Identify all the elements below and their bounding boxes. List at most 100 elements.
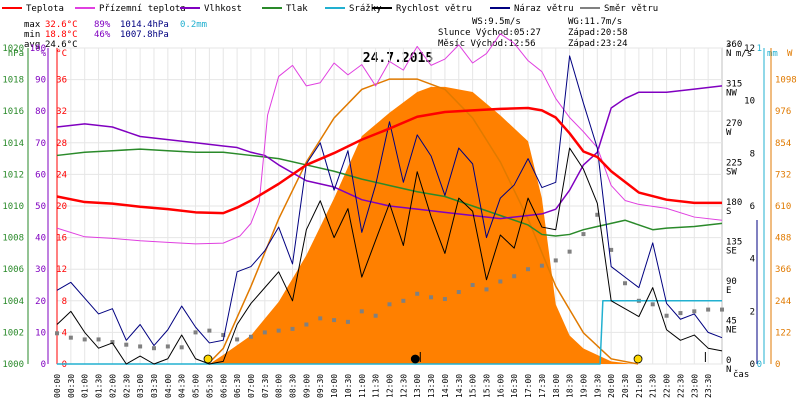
stats-max-rain: 0.2mm bbox=[180, 20, 207, 30]
x-tick-label: 17:00 bbox=[524, 374, 533, 398]
wind-direction-point bbox=[442, 297, 447, 302]
dir-tick-degree: 135 bbox=[726, 238, 742, 248]
stats-max-press: 1014.4hPa bbox=[120, 20, 169, 30]
wind-direction-point bbox=[207, 328, 212, 333]
ms-tick-label: 8 bbox=[750, 149, 755, 159]
stats-min-label: min bbox=[24, 30, 40, 40]
wind-direction-point bbox=[290, 326, 295, 331]
pct-tick-label: 40 bbox=[35, 234, 46, 244]
dir-tick-degree: 360 bbox=[726, 40, 742, 50]
hpa-tick-label: 1014 bbox=[2, 139, 24, 149]
x-tick-label: 17:30 bbox=[538, 374, 547, 398]
wind-direction-point bbox=[720, 307, 724, 312]
dir-tick-compass: SW bbox=[726, 168, 737, 178]
x-axis-label: čas bbox=[733, 369, 749, 380]
wind-direction-point bbox=[470, 283, 475, 287]
x-tick-label: 06:30 bbox=[233, 374, 242, 398]
temp-tick-label: 20 bbox=[56, 202, 67, 212]
pct-tick-label: 20 bbox=[35, 297, 46, 307]
pct-tick-label: 90 bbox=[35, 76, 46, 86]
pct-axis-label: % bbox=[41, 49, 47, 59]
dir-tick-degree: 90 bbox=[726, 277, 737, 287]
wind-direction-point bbox=[429, 295, 434, 300]
x-tick-label: 00:00 bbox=[53, 374, 62, 398]
w-tick-label: 610 bbox=[775, 202, 791, 212]
temp-tick-label: 0 bbox=[62, 360, 67, 370]
temp-tick-label: 12 bbox=[56, 265, 67, 275]
sun-set: Západ:20:58 bbox=[568, 28, 628, 38]
x-tick-label: 18:30 bbox=[566, 374, 575, 398]
stats-min-hum: 46% bbox=[94, 30, 111, 40]
ms-tick-label: 0 bbox=[750, 360, 755, 370]
stats-max-hum: 89% bbox=[94, 20, 111, 30]
temp-tick-label: 28 bbox=[56, 139, 67, 149]
legend-label: Náraz větru bbox=[514, 4, 574, 14]
chart-title: 24.7.2015 bbox=[363, 51, 433, 66]
wind-direction-point bbox=[151, 346, 156, 351]
wind-direction-point bbox=[456, 290, 461, 295]
x-tick-label: 01:30 bbox=[95, 374, 104, 398]
pct-tick-label: 50 bbox=[35, 202, 46, 212]
legend-label: Vlhkost bbox=[204, 4, 242, 14]
wind-direction-point bbox=[484, 287, 489, 292]
dir-tick-compass: W bbox=[726, 128, 732, 138]
stats-min-temp: 18.8°C bbox=[45, 30, 78, 40]
wind-direction-point bbox=[401, 298, 406, 303]
x-tick-label: 02:00 bbox=[108, 374, 117, 398]
x-tick-label: 23:30 bbox=[704, 374, 713, 398]
w-tick-label: 732 bbox=[775, 170, 791, 180]
hpa-tick-label: 1004 bbox=[2, 297, 24, 307]
pct-tick-label: 70 bbox=[35, 139, 46, 149]
wind-direction-point bbox=[498, 279, 503, 284]
x-tick-label: 07:30 bbox=[261, 374, 270, 398]
wind-direction-point bbox=[567, 249, 572, 254]
w-tick-label: 1098 bbox=[775, 76, 797, 86]
dir-tick-compass: N bbox=[726, 49, 731, 59]
w-tick-label: 976 bbox=[775, 107, 791, 117]
wind-direction-point bbox=[373, 313, 378, 318]
stats-max-label: max bbox=[24, 20, 41, 30]
x-tick-label: 09:00 bbox=[302, 374, 311, 398]
stats-max-temp: 32.6°C bbox=[45, 20, 78, 30]
x-tick-label: 03:30 bbox=[150, 374, 159, 398]
x-tick-label: 05:30 bbox=[205, 374, 214, 398]
legend-label: Teplota bbox=[26, 4, 64, 14]
wind-direction-point bbox=[706, 307, 711, 312]
temp-tick-label: 24 bbox=[56, 170, 67, 180]
legend: Teplota Přízemní teplota Vlhkost Tlak Srážky… bbox=[2, 4, 658, 14]
dir-tick-compass: S bbox=[726, 207, 731, 217]
series-wind-speed bbox=[56, 147, 723, 365]
wind-direction-point bbox=[664, 313, 669, 318]
x-tick-label: 01:00 bbox=[81, 374, 90, 398]
hpa-tick-label: 1006 bbox=[2, 265, 24, 275]
x-tick-label: 15:30 bbox=[482, 374, 491, 398]
moonrise-marker bbox=[410, 354, 420, 364]
wind-direction-point bbox=[595, 212, 600, 217]
hpa-tick-label: 1020 bbox=[2, 44, 24, 54]
wind-direction-point bbox=[512, 274, 517, 279]
legend-label: Tlak bbox=[286, 4, 308, 14]
dir-tick-degree: 270 bbox=[726, 119, 742, 129]
wind-direction-point bbox=[650, 302, 655, 307]
ms-tick-label: 2 bbox=[750, 307, 755, 317]
wind-direction-point bbox=[415, 291, 420, 296]
x-tick-label: 05:00 bbox=[192, 374, 201, 398]
wind-direction-point bbox=[235, 337, 240, 342]
mm-tick-label: 0 bbox=[757, 360, 762, 370]
series-solar-area bbox=[209, 86, 634, 364]
x-tick-label: 20:00 bbox=[607, 374, 616, 398]
x-tick-label: 13:30 bbox=[427, 374, 436, 398]
mm-axis-label: mm bbox=[767, 49, 778, 59]
wind-direction-point bbox=[68, 335, 73, 340]
x-tick-label: 23:00 bbox=[690, 374, 699, 398]
series-solar-max bbox=[207, 78, 639, 365]
x-tick-label: 09:30 bbox=[316, 374, 325, 398]
x-tick-label: 21:30 bbox=[649, 374, 658, 398]
pct-tick-label: 0 bbox=[41, 360, 46, 370]
w-axis-label: W bbox=[787, 49, 793, 59]
x-tick-label: 10:30 bbox=[344, 374, 353, 398]
ms-tick-label: 12 bbox=[744, 44, 755, 54]
wind-direction-point bbox=[345, 319, 350, 324]
wind-direction-point bbox=[623, 281, 628, 286]
